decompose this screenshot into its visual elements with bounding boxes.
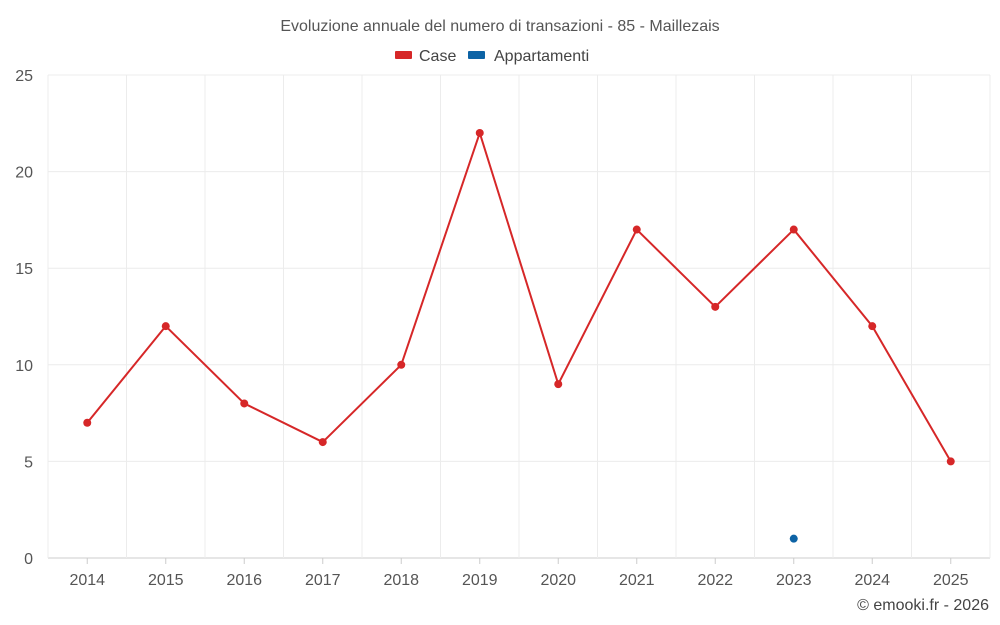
legend-item-case[interactable]: Case [395, 48, 456, 65]
data-point-case[interactable] [632, 225, 641, 234]
y-tick-label: 25 [15, 68, 33, 85]
data-point-case[interactable] [554, 380, 563, 389]
data-point-case[interactable] [397, 360, 406, 369]
data-point-case[interactable] [475, 128, 484, 137]
y-tick-label: 20 [15, 165, 33, 182]
data-point-case[interactable] [240, 399, 249, 408]
data-point-case[interactable] [161, 322, 170, 331]
x-tick-label: 2018 [383, 572, 419, 589]
y-tick-label: 15 [15, 261, 33, 278]
y-tick-label: 10 [15, 358, 33, 375]
x-tick-label: 2025 [933, 572, 969, 589]
credit-text: © emooki.fr - 2026 [857, 597, 989, 614]
x-tick-label: 2022 [697, 572, 733, 589]
legend-swatch-appartamenti [468, 51, 485, 59]
grid [47, 74, 991, 559]
x-tick-label: 2016 [226, 572, 262, 589]
legend-item-appartamenti[interactable]: Appartamenti [468, 48, 589, 65]
chart-title: Evoluzione annuale del numero di transaz… [280, 18, 719, 35]
x-tick-label: 2024 [854, 572, 890, 589]
data-point-case[interactable] [789, 225, 798, 234]
data-point-case[interactable] [946, 457, 955, 466]
x-tick-label: 2020 [540, 572, 576, 589]
x-tick-label: 2021 [619, 572, 655, 589]
data-point-case[interactable] [83, 418, 92, 427]
x-tick-label: 2017 [305, 572, 341, 589]
legend-label-case: Case [419, 48, 456, 65]
legend-swatch-case [395, 51, 412, 59]
x-tick-label: 2019 [462, 572, 498, 589]
x-tick-label: 2014 [69, 572, 105, 589]
series-line-case [86, 131, 952, 462]
data-point-appartamenti[interactable] [789, 534, 798, 543]
series-layer [83, 128, 955, 543]
y-axis-ticks: 0 5 10 15 20 25 [15, 68, 33, 568]
y-tick-label: 0 [24, 551, 33, 568]
x-tick-label: 2015 [148, 572, 184, 589]
x-tick-label: 2023 [776, 572, 812, 589]
x-axis-ticks: 2014 2015 2016 2017 2018 2019 2020 2021 2022 2023… [69, 558, 969, 589]
data-point-case[interactable] [868, 322, 877, 331]
legend: Case Appartamenti [395, 48, 589, 65]
data-point-case[interactable] [711, 302, 720, 311]
legend-label-appartamenti: Appartamenti [494, 48, 589, 65]
data-point-case[interactable] [318, 438, 327, 447]
y-tick-label: 5 [24, 454, 33, 471]
